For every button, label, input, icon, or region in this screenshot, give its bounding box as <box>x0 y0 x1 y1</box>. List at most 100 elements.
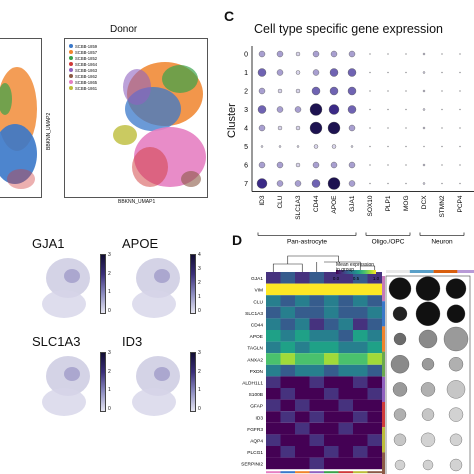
dotplot-dot <box>348 180 356 187</box>
matrix-frame <box>385 275 471 474</box>
dotplot-dot <box>350 145 354 148</box>
dotplot-dot <box>387 90 389 92</box>
dotplot-dot <box>295 125 301 131</box>
heatmap-cell <box>338 411 353 423</box>
matrix-dot <box>446 304 466 323</box>
donor-legend-swatch <box>69 86 73 90</box>
dotplot-dot <box>295 88 301 94</box>
heatmap-cell <box>367 330 382 342</box>
feature-colorbar-tick: 3 <box>198 266 201 272</box>
heatmap-gene-label: FGFR3 <box>247 427 263 433</box>
heatmap-cell <box>353 399 368 412</box>
matrix-dot <box>421 408 435 421</box>
heatmap-cell <box>309 272 324 284</box>
heatmap-cell <box>367 318 382 330</box>
heatmap-cell <box>280 411 295 423</box>
dotplot-dot <box>295 162 301 168</box>
heatmap-cell <box>353 364 368 377</box>
dotplot-dot <box>294 180 302 187</box>
heatmap-cell <box>367 434 382 446</box>
heatmap-cell <box>266 434 281 446</box>
matrix-top-strip <box>457 270 474 273</box>
heatmap-cell <box>338 388 353 400</box>
matrix-side-strip <box>382 301 385 327</box>
heatmap-cell <box>324 283 339 296</box>
feature-plot-umap <box>42 356 90 416</box>
heatmap-gene-label: CLU <box>253 299 263 305</box>
heatmap-cell <box>295 376 310 388</box>
heatmap-cell <box>324 411 339 423</box>
matrix-dot <box>421 358 435 371</box>
dotplot-dot <box>422 89 426 93</box>
dotplot-gene-label: APOE <box>331 195 338 214</box>
dotplot-dot <box>347 105 357 114</box>
matrix-dot <box>446 380 466 399</box>
matrix-dot <box>422 459 434 471</box>
dotplot-dot <box>405 145 407 148</box>
dotplot-dot <box>258 50 266 58</box>
donor-legend-label: SCBB-1864 <box>75 61 98 67</box>
dotplot-dot <box>369 182 371 185</box>
heatmap-cell <box>353 434 368 446</box>
feature-colorbar-tick: 4 <box>198 252 201 258</box>
heatmap-cell <box>353 376 368 388</box>
donor-legend-item: SCBB-1865 <box>69 79 97 85</box>
dotplot-dot <box>329 68 339 77</box>
heatmap-cell <box>309 364 324 377</box>
heatmap-gene-label: S100B <box>249 392 263 398</box>
donor-ylabel: BBKNN_UMAP2 <box>46 112 52 150</box>
feature-plot-umap <box>42 258 90 318</box>
heatmap-cell <box>367 422 382 435</box>
feature-plot-title: APOE <box>122 236 159 251</box>
heatmap-cell <box>309 318 324 330</box>
donor-legend-item: SCBB-1857 <box>69 49 97 55</box>
dotplot-dot <box>387 127 389 129</box>
matrix-dot <box>420 432 436 447</box>
heatmap-gene-label: AQP4 <box>250 439 263 445</box>
heatmap-cell <box>295 341 310 354</box>
heatmap-cell <box>266 272 281 284</box>
donor-legend-swatch <box>69 80 73 84</box>
donor-legend-label: SCBB-1863 <box>75 67 98 73</box>
dotplot-dot <box>330 50 338 58</box>
heatmap-cell <box>367 446 382 458</box>
dotplot-cluster-label: 2 <box>244 89 248 96</box>
dotplot-gene-label: GJA1 <box>349 195 356 212</box>
dotplot-dot <box>312 69 320 76</box>
dotplot-dot <box>441 108 443 111</box>
heatmap-cell <box>295 283 310 296</box>
heatmap-cell <box>353 457 368 470</box>
heatmap-cell <box>309 376 324 388</box>
heatmap-cell <box>338 353 353 365</box>
heatmap-cell <box>266 446 281 458</box>
dotplot-dot <box>369 127 371 129</box>
dotplot-cluster-label: 5 <box>244 144 248 151</box>
dotplot-dot <box>405 53 407 55</box>
dotplot-dot <box>459 90 461 92</box>
heatmap-cell <box>280 283 295 296</box>
dotplot-dot <box>256 178 268 189</box>
dotplot-cluster-label: 7 <box>244 181 248 188</box>
heatmap-cell <box>367 411 382 423</box>
heatmap-cell <box>324 272 339 284</box>
dotplot-dot <box>387 108 389 111</box>
feature-colorbar-tick: 2 <box>108 270 111 277</box>
feature-colorbar <box>190 352 196 412</box>
heatmap-gene-label: ANXA2 <box>247 357 263 363</box>
dotplot-gene-label: MOG <box>403 196 410 212</box>
heatmap-group-strip <box>367 471 382 474</box>
dotplot-dot <box>311 179 321 188</box>
heatmap-cell <box>309 457 324 470</box>
heatmap-cell <box>338 295 353 307</box>
dotplot-dot <box>405 182 407 185</box>
dotplot-dot <box>258 124 266 132</box>
dotplot-gene-label: DCX <box>421 195 428 209</box>
dotplot-cluster-label: 0 <box>244 52 248 59</box>
heatmap-cell <box>338 283 353 296</box>
heatmap-cell <box>309 422 324 435</box>
heatmap-cell <box>338 306 353 319</box>
heatmap-cell <box>295 388 310 400</box>
panel-d-letter: D <box>232 232 243 248</box>
heatmap-gene-label: APOE <box>250 334 263 340</box>
heatmap-cell <box>338 399 353 412</box>
